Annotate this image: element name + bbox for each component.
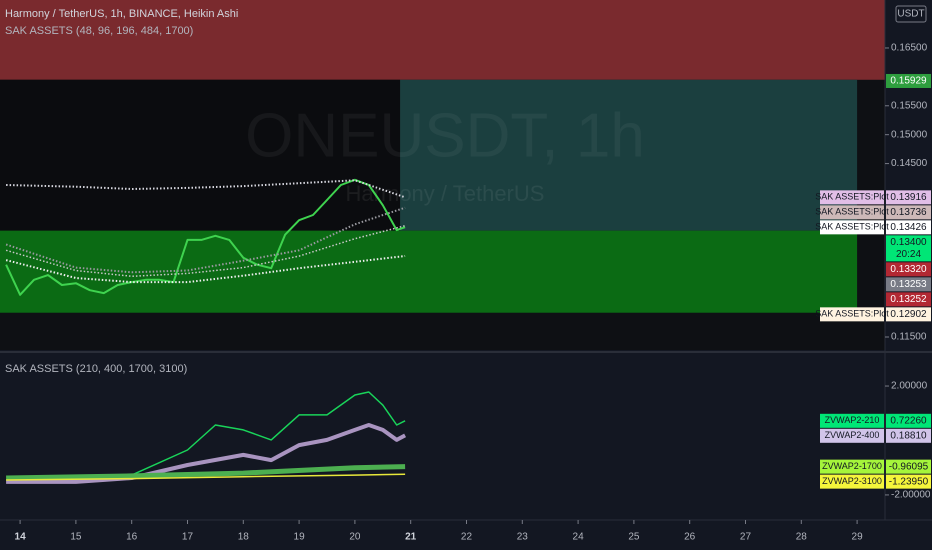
x-tick-label: 21 bbox=[405, 532, 417, 543]
price-tag-label: 0.18810 bbox=[890, 430, 927, 441]
y-tick-label: 0.11500 bbox=[891, 332, 927, 343]
price-tag bbox=[886, 292, 931, 307]
x-tick-label: 23 bbox=[517, 532, 529, 543]
price-tag bbox=[886, 277, 931, 292]
series-name: ZVWAP2-400 bbox=[825, 430, 880, 440]
x-tick-label: 18 bbox=[238, 532, 250, 543]
price-tag-label: 0.13426 bbox=[890, 222, 927, 233]
series-line bbox=[6, 391, 406, 481]
x-tick-label: 22 bbox=[461, 532, 473, 543]
price-tag bbox=[886, 459, 931, 474]
series-name: SAK ASSETS:Plot bbox=[815, 309, 889, 319]
series-name: ZVWAP2-210 bbox=[825, 415, 880, 425]
series-name: SAK ASSETS:Plot bbox=[815, 192, 889, 202]
x-tick-label: 16 bbox=[126, 532, 138, 543]
price-tag-label: 0.13253 bbox=[890, 279, 927, 290]
series-name: SAK ASSETS:Plot bbox=[815, 207, 889, 217]
y-tick-label: 0.16500 bbox=[891, 43, 928, 54]
series-name-tag bbox=[820, 205, 884, 220]
price-tag bbox=[886, 205, 931, 220]
series-name-tag bbox=[820, 474, 884, 489]
price-tag bbox=[886, 474, 931, 489]
series-line bbox=[6, 179, 406, 199]
currency-label[interactable]: USDT bbox=[897, 9, 924, 20]
series-line bbox=[5, 206, 406, 274]
series-name-tag bbox=[820, 190, 884, 205]
countdown-label: 20:24 bbox=[896, 249, 921, 260]
y-tick-label: -2.00000 bbox=[891, 490, 931, 501]
x-tick-label: 17 bbox=[182, 532, 194, 543]
zone bbox=[0, 79, 401, 231]
indicator-title: SAK ASSETS (48, 96, 196, 484, 1700) bbox=[5, 25, 193, 37]
x-tick-label: 26 bbox=[684, 532, 696, 543]
price-tag-label: 0.13736 bbox=[890, 207, 927, 218]
price-tag-label: -1.23950 bbox=[889, 476, 929, 487]
price-tag-label: 0.13252 bbox=[890, 294, 927, 305]
price-tag-label: 0.12902 bbox=[890, 309, 927, 320]
series-name-tag bbox=[820, 459, 884, 474]
series-name-tag bbox=[820, 428, 884, 443]
price-tag bbox=[886, 413, 931, 428]
price-tag bbox=[886, 428, 931, 443]
price-tag-label: 0.13916 bbox=[890, 192, 927, 203]
series-name-tag bbox=[820, 307, 884, 322]
price-tag bbox=[886, 190, 931, 205]
series-name: SAK ASSETS:Plot bbox=[815, 222, 889, 232]
series-name-tag bbox=[820, 413, 884, 428]
series-line bbox=[6, 464, 406, 481]
x-tick-label: 25 bbox=[628, 532, 640, 543]
y-tick-label: 0.14500 bbox=[891, 158, 928, 169]
currency-button[interactable] bbox=[895, 5, 927, 23]
zone bbox=[400, 79, 858, 231]
series-line bbox=[6, 473, 406, 481]
series-name-tag bbox=[820, 220, 884, 235]
x-tick-label: 28 bbox=[796, 532, 808, 543]
watermark: ONEUSDT, 1h bbox=[245, 101, 645, 170]
price-tag-label: 0.13400 bbox=[890, 237, 927, 248]
price-tag bbox=[886, 307, 931, 322]
price-tag bbox=[886, 235, 931, 262]
price-tag-label: 0.72260 bbox=[890, 415, 927, 426]
zone bbox=[0, 0, 885, 80]
indicator-title: SAK ASSETS (210, 400, 1700, 3100) bbox=[5, 363, 187, 375]
x-tick-label: 15 bbox=[70, 532, 82, 543]
watermark-sub: Harmony / TetherUS bbox=[346, 181, 545, 206]
zones bbox=[0, 0, 885, 313]
x-tick-label: 29 bbox=[852, 532, 864, 543]
x-tick-label: 27 bbox=[740, 532, 752, 543]
x-tick-label: 20 bbox=[349, 532, 361, 543]
symbol-title: Harmony / TetherUS, 1h, BINANCE, Heikin … bbox=[5, 8, 238, 20]
y-tick-label: 0.15500 bbox=[891, 100, 928, 111]
price-tag-label: 0.13320 bbox=[890, 264, 927, 275]
price-tag bbox=[886, 262, 931, 277]
series-name: ZVWAP2-3100 bbox=[822, 476, 882, 486]
x-tick-label: 14 bbox=[15, 532, 27, 543]
series-line bbox=[5, 255, 406, 284]
price-tag-label: -0.96095 bbox=[889, 461, 929, 472]
price-tag bbox=[886, 220, 931, 235]
price-tag bbox=[886, 73, 931, 88]
series-name: ZVWAP2-1700 bbox=[822, 461, 882, 471]
x-tick-label: 24 bbox=[573, 532, 585, 543]
y-tick-label: 0.15000 bbox=[891, 129, 928, 140]
series-line bbox=[5, 178, 406, 296]
price-tag-label: 0.15929 bbox=[890, 76, 927, 87]
y-tick-label: 2.00000 bbox=[891, 381, 928, 392]
x-tick-label: 19 bbox=[294, 532, 306, 543]
